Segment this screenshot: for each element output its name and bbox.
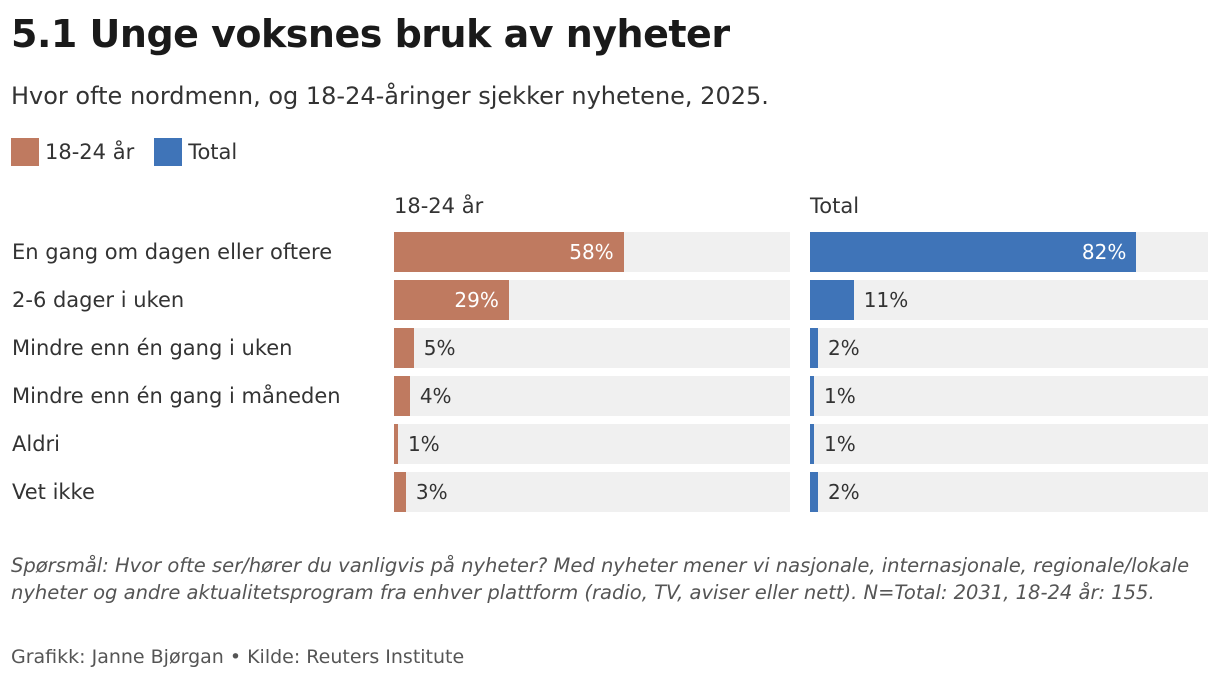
bar-total (810, 280, 854, 320)
data-label-young: 4% (419, 384, 452, 408)
bar-young (394, 472, 406, 512)
legend-label-young: 18-24 år (45, 140, 135, 164)
data-label-total: 1% (823, 384, 856, 408)
bar-young (394, 280, 509, 320)
bar-total (810, 424, 814, 464)
data-label-total: 2% (827, 336, 860, 360)
bar-track-young: 4% (394, 376, 790, 416)
data-label-total: 2% (827, 480, 860, 504)
bar-track-total: 1% (810, 424, 1208, 464)
legend-label-total: Total (188, 140, 238, 164)
data-label-total: 1% (823, 432, 856, 456)
bar-track-total: 82% (810, 232, 1208, 272)
data-label-young: 29% (454, 288, 499, 312)
bar-track-young: 5% (394, 328, 790, 368)
legend-item-total: Total (154, 138, 237, 166)
credit-line: Grafikk: Janne Bjørgan • Kilde: Reuters … (11, 646, 465, 668)
bar-track-total: 2% (810, 328, 1208, 368)
bar-track-total: 2% (810, 472, 1208, 512)
bar-total (810, 328, 818, 368)
bar-total (810, 472, 818, 512)
category-label: 2-6 dager i uken (12, 288, 185, 312)
bar-total (810, 232, 1137, 272)
data-label-young: 5% (423, 336, 456, 360)
category-label: En gang om dagen eller oftere (12, 240, 333, 264)
footnote: Spørsmål: Hvor ofte ser/hører du vanligv… (11, 554, 1190, 604)
bar-young (394, 328, 414, 368)
bar-track-young: 3% (394, 472, 790, 512)
panel-title-total: Total (810, 194, 860, 218)
bar-track-young: 1% (394, 424, 790, 464)
panel-title-young: 18-24 år (394, 194, 484, 218)
legend-swatch-total (154, 138, 183, 166)
data-label-total: 11% (863, 288, 909, 312)
bar-track-young: 29% (394, 280, 790, 320)
legend: 18-24 år Total (11, 138, 257, 166)
category-label: Mindre enn én gang i måneden (12, 384, 341, 408)
data-label-young: 58% (569, 240, 614, 264)
bar-young (394, 232, 624, 272)
bar-young (394, 376, 410, 416)
category-label: Vet ikke (12, 480, 95, 504)
data-label-young: 1% (407, 432, 440, 456)
data-label-young: 3% (415, 480, 448, 504)
category-label: Aldri (12, 432, 60, 456)
bar-total (810, 376, 814, 416)
legend-swatch-young (11, 138, 39, 166)
bar-track-young: 58% (394, 232, 790, 272)
data-label-total: 82% (1081, 240, 1127, 264)
chart-subtitle: Hvor ofte nordmenn, og 18-24-åringer sje… (11, 82, 769, 110)
category-label: Mindre enn én gang i uken (12, 336, 293, 360)
bar-track-total: 1% (810, 376, 1208, 416)
bar-track-total: 11% (810, 280, 1208, 320)
chart-title: 5.1 Unge voksnes bruk av nyheter (11, 12, 730, 56)
bar-young (394, 424, 398, 464)
legend-item-young: 18-24 år (11, 138, 134, 166)
